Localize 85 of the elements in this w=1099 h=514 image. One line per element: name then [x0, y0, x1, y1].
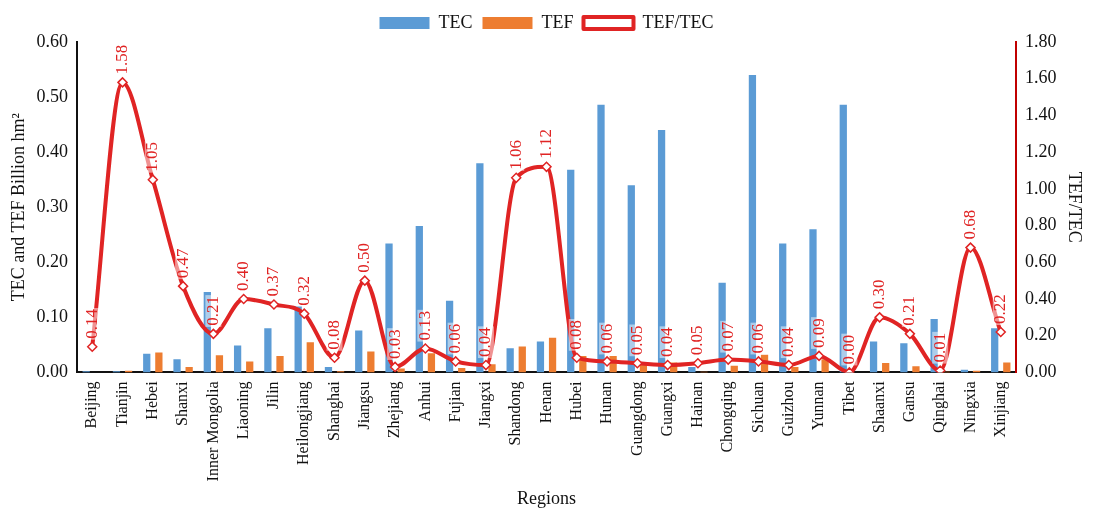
- legend-label: TEF: [541, 11, 574, 32]
- x-tick-label: Jilin: [264, 381, 282, 409]
- x-tick-label: Shanghai: [324, 380, 343, 441]
- x-tick-label: Guangdong: [627, 381, 646, 457]
- y-tick-label: 0.40: [36, 140, 69, 161]
- data-label: 1.12: [535, 129, 555, 159]
- data-label: 0.07: [717, 321, 737, 352]
- y2-tick-label: 0.20: [1024, 324, 1057, 345]
- x-tick-label: Xinjiang: [990, 381, 1009, 438]
- x-tick-label: Yunnan: [809, 381, 827, 431]
- data-label: 0.21: [899, 296, 919, 326]
- y-tick-label: 0.10: [36, 306, 69, 327]
- data-label: 0.13: [414, 310, 434, 341]
- x-tick-label: Liaoning: [233, 381, 252, 440]
- data-label: 0.06: [747, 323, 767, 354]
- y-tick-label: 0.50: [36, 85, 69, 106]
- y2-tick-label: 0.00: [1024, 361, 1057, 382]
- y2-tick-label: 1.80: [1024, 30, 1057, 51]
- y2-tick-label: 0.80: [1024, 214, 1057, 235]
- x-tick-label: Heilongjiang: [294, 381, 313, 465]
- x-tick-label: Gansu: [900, 381, 918, 423]
- data-label: 0.37: [263, 266, 283, 297]
- data-label: 0.32: [293, 275, 313, 306]
- x-tick-label: Qinghai: [930, 380, 949, 433]
- x-tick-label: Hainan: [688, 381, 706, 428]
- data-label: 0.05: [687, 325, 707, 356]
- x-tick-label: Jiangxi: [476, 380, 495, 428]
- y-tick-label: 0.20: [36, 251, 69, 272]
- y-axis-title: TEC and TEF Billion hm²: [7, 113, 28, 302]
- y2-tick-label: 0.40: [1024, 287, 1057, 308]
- x-axis-title: Regions: [516, 487, 577, 508]
- data-label: 0.01: [929, 332, 949, 363]
- data-label: 1.05: [142, 141, 162, 172]
- y2-axis-title: TEF/TEC: [1065, 171, 1086, 243]
- data-label: 0.00: [838, 334, 858, 365]
- y2-tick-label: 1.60: [1024, 67, 1057, 88]
- data-label: 0.08: [566, 319, 586, 350]
- legend-label: TEF/TEC: [642, 11, 714, 32]
- data-label: 0.68: [959, 209, 979, 240]
- x-tick-label: Anhui: [415, 380, 433, 422]
- data-label: 1.58: [111, 44, 131, 75]
- data-label: 0.22: [990, 294, 1010, 325]
- y2-tick-label: 1.00: [1024, 177, 1057, 198]
- x-tick-label: Shandong: [506, 381, 525, 446]
- x-tick-label: Jiangsu: [355, 381, 373, 430]
- data-label: 0.06: [596, 323, 616, 354]
- data-label: 0.04: [657, 326, 677, 358]
- data-label: 0.03: [384, 329, 404, 359]
- x-tick-label: Inner Mongolia: [203, 381, 222, 482]
- y-tick-label: 0.60: [36, 30, 69, 51]
- data-label: 0.04: [475, 326, 495, 358]
- data-label: 0.06: [445, 323, 465, 354]
- data-label: 0.30: [869, 279, 889, 310]
- legend-label: TEC: [438, 11, 473, 32]
- y2-tick-label: 1.40: [1024, 104, 1057, 125]
- x-tick-label: Ningxia: [960, 381, 979, 433]
- x-tick-label: Hubei: [566, 380, 584, 421]
- x-tick-label: Beijing: [82, 381, 101, 429]
- x-tick-label: Henan: [536, 381, 554, 424]
- data-label: 0.21: [202, 296, 222, 326]
- x-tick-label: Tibet: [839, 380, 857, 415]
- data-label: 0.14: [81, 308, 101, 339]
- y-tick-label: 0.30: [36, 195, 69, 216]
- x-tick-label: Shaanxi: [869, 380, 887, 433]
- x-tick-label: Shanxi: [173, 380, 191, 426]
- data-label: 0.08: [323, 319, 343, 350]
- x-tick-label: Sichuan: [748, 381, 766, 433]
- data-label: 0.09: [808, 318, 828, 348]
- x-tick-label: Guizhou: [778, 381, 796, 437]
- x-tick-label: Hunan: [597, 381, 615, 425]
- x-tick-label: Fujian: [445, 381, 464, 423]
- x-tick-label: Zhejiang: [385, 381, 404, 439]
- x-tick-label: Hebei: [143, 380, 161, 420]
- x-tick-label: Chongqing: [718, 381, 737, 453]
- y2-tick-label: 0.60: [1024, 251, 1057, 272]
- y-tick-label: 0.00: [36, 361, 69, 382]
- data-label: 0.05: [626, 325, 646, 356]
- data-label: 0.04: [778, 326, 798, 358]
- data-label: 1.06: [505, 140, 525, 170]
- data-label: 0.50: [354, 242, 374, 273]
- x-tick-label: Guangxi: [657, 380, 676, 437]
- data-label: 0.40: [233, 261, 253, 291]
- data-label: 0.47: [172, 247, 192, 279]
- y2-tick-label: 1.20: [1024, 140, 1057, 161]
- x-tick-label: Tianjin: [112, 381, 131, 428]
